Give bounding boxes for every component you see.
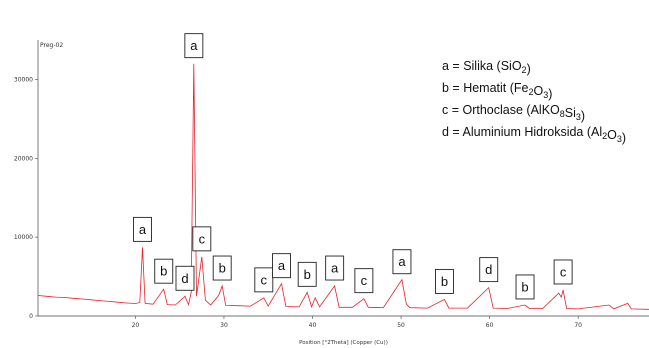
peak-label: a xyxy=(184,33,204,59)
x-tick-label: 30 xyxy=(220,322,228,329)
y-tick-label: 20000 xyxy=(14,155,33,162)
peak-label-text: b xyxy=(304,267,311,282)
peak-label-text: c xyxy=(560,264,567,279)
peak-label-text: b xyxy=(219,261,226,276)
peak-label-text: c xyxy=(361,273,368,288)
peak-label-box xyxy=(192,226,212,252)
peak-label-box xyxy=(325,255,345,281)
peak-label: b xyxy=(515,274,535,300)
peak-label-box xyxy=(392,249,412,275)
peak-label-text: a xyxy=(278,258,286,273)
peak-label: a xyxy=(392,249,412,275)
peak-label-text: b xyxy=(160,264,167,279)
axes: 0 10000 20000 30000 20 30 40 50 60 70 xyxy=(14,76,582,329)
x-tick-label: 70 xyxy=(574,322,582,329)
peak-label: b xyxy=(212,255,232,281)
peak-label-box xyxy=(133,216,152,242)
peak-label: d xyxy=(479,257,499,283)
peak-label-box xyxy=(154,258,174,284)
plot-frame xyxy=(37,40,649,317)
peak-label: a xyxy=(325,255,345,281)
legend-entry: b = Hematit (Fe2O3) xyxy=(442,81,552,101)
peak-label-box xyxy=(272,253,291,279)
x-tick-label: 40 xyxy=(309,322,317,329)
peak-label-text: b xyxy=(521,279,528,294)
y-tick-label: 30000 xyxy=(14,76,33,83)
peak-label-box xyxy=(479,257,499,283)
legend-entry: d = Aluminium Hidroksida (Al2O3) xyxy=(442,125,626,145)
peak-label: d xyxy=(175,265,195,291)
legend-entry: a = Silika (SiO2) xyxy=(442,59,531,76)
peak-label-text: a xyxy=(190,38,198,53)
peak-label-box xyxy=(254,267,274,293)
legend-entry: c = Orthoclase (AlKO8Si3) xyxy=(442,103,585,123)
peak-label-box xyxy=(184,33,204,59)
peak-label-text: d xyxy=(181,271,188,286)
peak-label: a xyxy=(272,253,291,279)
peak-label: c xyxy=(192,226,212,252)
y-tick-label: 10000 xyxy=(14,234,33,241)
peak-label: c xyxy=(553,259,573,285)
peak-label-text: c xyxy=(199,231,206,246)
peak-label-box xyxy=(434,268,454,294)
peak-label-text: a xyxy=(331,261,339,276)
sample-label: Preg-02 xyxy=(40,42,63,49)
peak-label: c xyxy=(254,267,274,293)
peak-label: a xyxy=(133,216,152,242)
peak-label: b xyxy=(297,261,317,287)
peak-label-box xyxy=(553,259,573,285)
legend: a = Silika (SiO2) b = Hematit (Fe2O3)c = … xyxy=(442,59,626,145)
peak-label: b xyxy=(154,258,174,284)
peak-label-box xyxy=(212,255,232,281)
peak-label-box xyxy=(175,265,195,291)
series-layer xyxy=(37,63,649,310)
x-tick-label: 50 xyxy=(397,322,405,329)
peak-label-text: a xyxy=(398,254,406,269)
peak-label: c xyxy=(354,268,374,294)
peak-label-box xyxy=(354,268,374,294)
peak-label: b xyxy=(434,268,454,294)
peak-label-box xyxy=(297,261,317,287)
peak-label-box xyxy=(515,274,535,300)
peak-label-text: a xyxy=(139,222,147,237)
peak-label-text: d xyxy=(485,262,492,277)
x-tick-label: 60 xyxy=(486,322,494,329)
peak-label-text: b xyxy=(441,274,448,289)
x-axis-label: Position [°2Theta] (Copper (Cu)) xyxy=(299,340,388,346)
diffractogram-line xyxy=(37,63,649,310)
peak-label-text: c xyxy=(261,272,268,287)
y-tick-label: 0 xyxy=(29,313,33,320)
x-tick-label: 20 xyxy=(132,322,140,329)
